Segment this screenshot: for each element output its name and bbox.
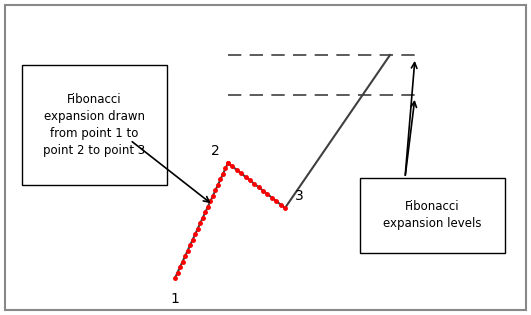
- Text: 2: 2: [211, 144, 220, 158]
- Text: Fibonacci
expansion drawn
from point 1 to
point 2 to point 3: Fibonacci expansion drawn from point 1 t…: [44, 93, 145, 157]
- FancyBboxPatch shape: [360, 178, 505, 253]
- FancyBboxPatch shape: [22, 65, 167, 185]
- Text: Fibonacci
expansion levels: Fibonacci expansion levels: [383, 201, 482, 231]
- Text: 3: 3: [295, 189, 304, 203]
- Text: 1: 1: [170, 292, 179, 306]
